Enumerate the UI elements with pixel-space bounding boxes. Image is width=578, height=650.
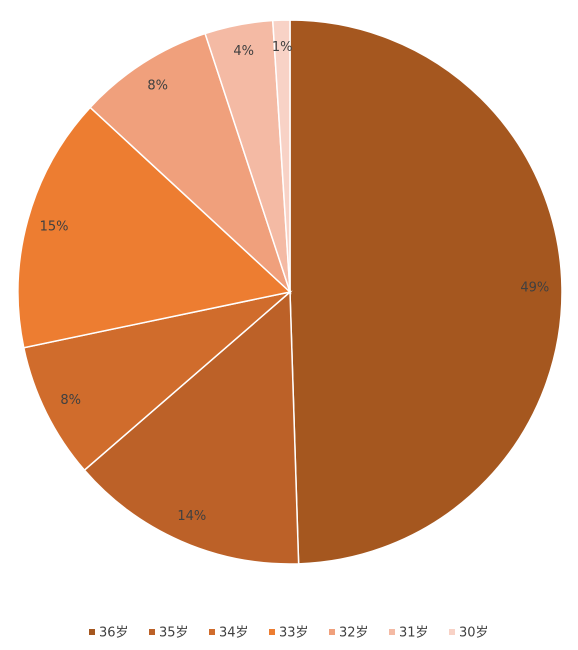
legend-label: 30岁 bbox=[459, 626, 489, 641]
data-label: 8% bbox=[60, 393, 81, 408]
pie-slice bbox=[22, 290, 293, 472]
pie-slice bbox=[289, 19, 563, 565]
legend-label: 34岁 bbox=[219, 626, 249, 641]
data-label: 49% bbox=[520, 281, 549, 296]
legend-marker bbox=[329, 629, 335, 635]
pie-slice bbox=[83, 290, 300, 565]
data-label: 1% bbox=[272, 40, 293, 55]
data-label: 8% bbox=[147, 79, 168, 94]
legend-marker bbox=[389, 629, 395, 635]
legend-marker bbox=[149, 629, 155, 635]
legend-label: 31岁 bbox=[399, 626, 429, 641]
data-label: 14% bbox=[177, 509, 206, 524]
data-label: 4% bbox=[233, 44, 254, 59]
legend-marker bbox=[269, 629, 275, 635]
legend-marker bbox=[209, 629, 215, 635]
pie-slice bbox=[271, 19, 291, 293]
data-label: 15% bbox=[40, 219, 69, 234]
pie-slice bbox=[89, 32, 292, 295]
legend-label: 35岁 bbox=[159, 626, 189, 641]
legend-label: 33岁 bbox=[279, 626, 309, 641]
legend-label: 36岁 bbox=[99, 626, 129, 641]
legend-marker bbox=[89, 629, 95, 635]
legend-marker bbox=[449, 629, 455, 635]
pie-slice bbox=[17, 106, 292, 349]
legend-label: 32岁 bbox=[339, 626, 369, 641]
